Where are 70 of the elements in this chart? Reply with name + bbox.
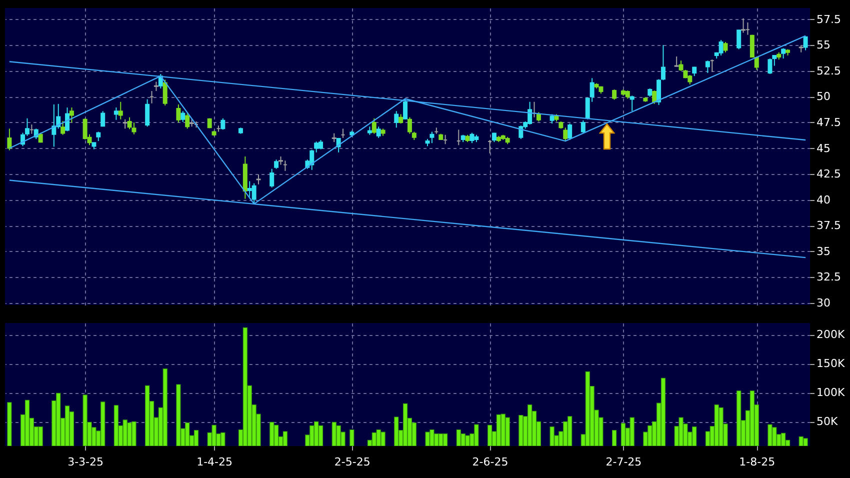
candlestick — [398, 114, 404, 124]
candlestick — [674, 56, 679, 68]
x-tick-label: 2-6-25 — [472, 456, 508, 468]
y-tick-label: 100K — [816, 386, 846, 400]
x-tick-label: 3-3-25 — [68, 456, 104, 468]
candlestick — [176, 104, 181, 123]
candlestick — [100, 110, 106, 128]
candlestick — [52, 104, 56, 148]
candlestick — [154, 81, 158, 92]
candlestick — [568, 123, 572, 140]
y-tick-label: 37.5 — [816, 219, 841, 232]
candlestick — [741, 18, 746, 34]
candlestick — [394, 110, 399, 128]
candlestick — [314, 141, 319, 153]
candlestick — [118, 101, 123, 120]
candlestick — [550, 114, 554, 124]
x-tick-label: 2-5-25 — [334, 456, 370, 468]
y-tick-label: 47.5 — [816, 116, 841, 129]
candlestick — [372, 118, 376, 134]
candlestick — [270, 168, 274, 188]
candlestick — [803, 36, 808, 51]
y-tick-label: 50K — [816, 415, 838, 428]
y-tick-label: 30 — [816, 296, 830, 310]
candlestick — [274, 159, 279, 170]
candlestick — [705, 60, 710, 74]
candlestick — [96, 131, 101, 142]
y-tick-label: 40 — [816, 193, 830, 206]
y-tick-label: 150K — [816, 357, 846, 370]
candlestick — [612, 88, 617, 100]
y-tick-label: 45 — [816, 142, 830, 155]
candlestick — [781, 48, 786, 60]
y-tick-label: 55 — [816, 38, 830, 52]
candlestick — [403, 98, 408, 120]
y-tick-label: 200K — [816, 328, 846, 342]
y-tick-label: 42.5 — [816, 168, 841, 181]
candlestick — [563, 127, 568, 142]
candlestick — [180, 110, 186, 122]
candlestick — [723, 42, 728, 53]
candlestick — [122, 118, 128, 130]
candlestick — [736, 29, 742, 50]
candlestick — [430, 131, 434, 144]
candlestick — [145, 98, 150, 128]
y-tick-label: 35 — [816, 244, 830, 258]
candlestick — [580, 120, 586, 134]
candlestick — [518, 125, 524, 140]
y-tick-label: 32.5 — [816, 270, 841, 284]
y-tick-label: 52.5 — [816, 64, 841, 78]
candlestick — [536, 112, 541, 122]
candlestick — [256, 174, 261, 185]
y-tick-label: 50 — [816, 90, 830, 104]
candlestick — [220, 118, 226, 130]
candlestick — [652, 90, 657, 104]
candlestick — [162, 79, 168, 106]
candlestick — [185, 112, 190, 130]
x-tick-label: 1-4-25 — [196, 456, 232, 468]
candlestick — [718, 39, 724, 56]
y-tick-label: 57.5 — [816, 12, 841, 26]
candlestick — [376, 126, 381, 138]
candlestick — [252, 182, 256, 205]
x-tick-label: 1-8-25 — [739, 456, 776, 468]
candlestick — [630, 95, 634, 112]
candlestick — [60, 120, 66, 136]
x-tick-label: 2-7-25 — [606, 456, 642, 468]
candlestick — [7, 128, 12, 151]
candlestick — [470, 132, 474, 144]
candlestick — [768, 58, 772, 74]
candlestick — [132, 122, 136, 135]
candlestick — [114, 107, 118, 120]
candlestick — [69, 107, 74, 123]
candlestick — [65, 107, 70, 132]
